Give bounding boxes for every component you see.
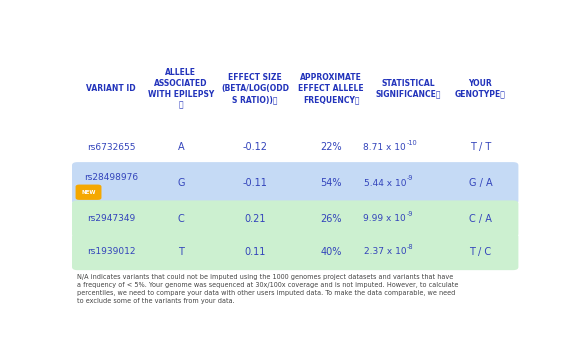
Text: 40%: 40% — [320, 247, 342, 257]
Text: 5.44 x 10: 5.44 x 10 — [364, 179, 406, 188]
Text: 0.11: 0.11 — [244, 247, 266, 257]
Text: T / C: T / C — [469, 247, 491, 257]
Text: -9: -9 — [407, 211, 413, 217]
Text: 8.71 x 10: 8.71 x 10 — [363, 143, 406, 152]
Text: 0.21: 0.21 — [244, 214, 266, 224]
FancyBboxPatch shape — [72, 162, 518, 204]
Text: G / A: G / A — [468, 178, 492, 188]
Text: C: C — [177, 214, 184, 224]
Text: -9: -9 — [407, 175, 413, 181]
Text: rs28498976: rs28498976 — [84, 173, 138, 182]
Text: -0.11: -0.11 — [242, 178, 267, 188]
Text: G: G — [177, 178, 184, 188]
Text: T / T: T / T — [470, 142, 491, 153]
Text: 2.37 x 10: 2.37 x 10 — [363, 247, 406, 256]
Text: -0.12: -0.12 — [242, 142, 267, 153]
Text: STATISTICAL
SIGNIFICANCEⓘ: STATISTICAL SIGNIFICANCEⓘ — [376, 79, 441, 99]
Text: -8: -8 — [407, 244, 414, 250]
Text: 54%: 54% — [320, 178, 342, 188]
Text: rs6732655: rs6732655 — [87, 143, 135, 152]
Text: ALLELE
ASSOCIATED
WITH EPILEPSY
ⓘ: ALLELE ASSOCIATED WITH EPILEPSY ⓘ — [147, 68, 214, 110]
Text: A: A — [177, 142, 184, 153]
FancyBboxPatch shape — [72, 200, 518, 237]
Text: rs2947349: rs2947349 — [87, 214, 135, 223]
Text: NEW: NEW — [81, 190, 96, 195]
Text: 26%: 26% — [320, 214, 342, 224]
Text: N/A indicates variants that could not be imputed using the 1000 genomes project : N/A indicates variants that could not be… — [77, 274, 458, 304]
Text: 22%: 22% — [320, 142, 342, 153]
Text: VARIANT ID: VARIANT ID — [86, 84, 136, 93]
FancyBboxPatch shape — [72, 234, 518, 270]
Text: C / A: C / A — [469, 214, 492, 224]
Text: 9.99 x 10: 9.99 x 10 — [363, 214, 406, 223]
Text: rs1939012: rs1939012 — [87, 247, 135, 256]
Text: EFFECT SIZE
(BETA/LOG(ODD
S RATIO))ⓘ: EFFECT SIZE (BETA/LOG(ODD S RATIO))ⓘ — [221, 73, 289, 104]
Text: YOUR
GENOTYPEⓘ: YOUR GENOTYPEⓘ — [455, 79, 506, 99]
FancyBboxPatch shape — [75, 185, 101, 200]
Text: -10: -10 — [407, 140, 418, 146]
Text: T: T — [178, 247, 184, 257]
Text: APPROXIMATE
EFFECT ALLELE
FREQUENCYⓘ: APPROXIMATE EFFECT ALLELE FREQUENCYⓘ — [298, 73, 364, 104]
